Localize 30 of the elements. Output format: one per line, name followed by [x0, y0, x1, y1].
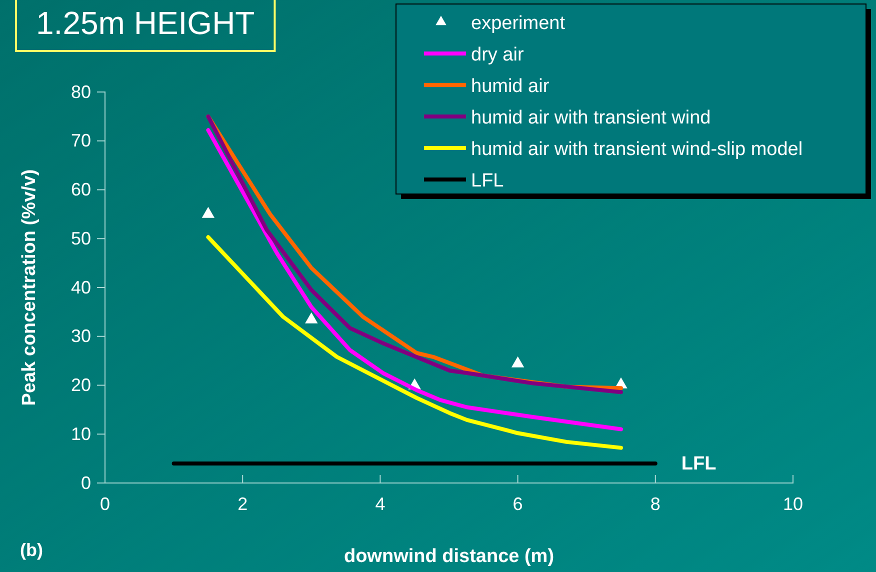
- y-tick-label: 10: [70, 424, 91, 444]
- x-tick-label: 4: [375, 494, 386, 514]
- point: [202, 206, 215, 218]
- legend-label: dry air: [471, 44, 524, 66]
- x-tick-label: 2: [238, 494, 248, 514]
- x-tick-label: 10: [782, 494, 804, 514]
- point: [511, 356, 524, 368]
- annotation: LFL: [681, 453, 717, 474]
- legend-label: LFL: [471, 170, 504, 192]
- legend-label: humid air with transient wind-slip model: [471, 139, 803, 160]
- y-tick-label: 50: [70, 228, 91, 248]
- chart-title: 1.25m HEIGHT: [36, 5, 255, 41]
- y-axis-title: Peak concentration (%v/v): [19, 169, 40, 406]
- legend-label: experiment: [471, 13, 566, 34]
- y-tick-label: 20: [70, 375, 91, 396]
- y-tick-label: 30: [70, 326, 91, 346]
- x-tick-label: 6: [512, 494, 523, 514]
- point: [305, 312, 318, 324]
- y-tick-label: 40: [70, 277, 91, 298]
- y-tick-label: 70: [70, 130, 91, 151]
- line-series: [206, 235, 623, 450]
- legend-label: humid air: [471, 76, 550, 97]
- y-tick-label: 60: [70, 180, 91, 200]
- y-tick-label: 0: [80, 472, 91, 493]
- legend-label: humid air with transient wind: [471, 108, 711, 128]
- y-tick-label: 80: [70, 82, 91, 102]
- x-tick-label: 8: [650, 494, 660, 514]
- x-tick-label: 0: [100, 494, 110, 514]
- text: (b): [20, 540, 43, 560]
- x-axis-title: downwind distance (m): [344, 546, 554, 567]
